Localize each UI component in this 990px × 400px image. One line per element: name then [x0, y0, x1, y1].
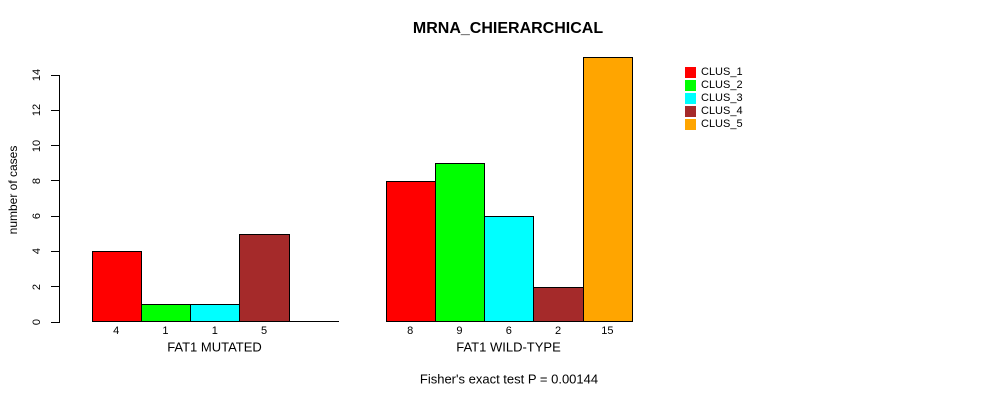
bar-clus_5-group1-zero — [289, 321, 339, 322]
y-tick — [51, 250, 59, 252]
bar-value-label: 1 — [211, 324, 218, 337]
bar-clus_1-group2 — [386, 180, 436, 322]
bar-value-label: 8 — [407, 324, 414, 337]
legend-item-clus_2: CLUS_2 — [685, 79, 743, 91]
legend-item-clus_4: CLUS_4 — [685, 105, 743, 117]
chart-title: MRNA_CHIERARCHICAL — [412, 20, 604, 37]
legend-item-clus_1: CLUS_1 — [685, 66, 743, 78]
y-axis-line — [59, 75, 60, 323]
bar-clus_4-group2 — [533, 286, 584, 322]
y-tick — [51, 321, 59, 323]
y-tick-label: 12 — [31, 104, 43, 117]
legend-item-clus_5: CLUS_5 — [685, 118, 743, 130]
bar-value-label: 5 — [260, 324, 268, 337]
legend-swatch-clus_4 — [685, 105, 696, 117]
bar-value-label: 4 — [113, 324, 120, 337]
fisher-test-annotation: Fisher's exact test P = 0.00144 — [419, 371, 599, 387]
legend-swatch-clus_2 — [685, 79, 696, 91]
y-tick — [51, 74, 59, 76]
y-tick-label: 8 — [31, 177, 43, 184]
y-tick — [51, 286, 59, 288]
y-tick-label: 6 — [31, 213, 43, 220]
bar-value-label: 6 — [505, 324, 512, 337]
legend-label: CLUS_2 — [701, 79, 743, 92]
y-tick-label: 0 — [31, 318, 43, 326]
y-tick-label: 4 — [31, 248, 43, 255]
y-tick — [51, 180, 59, 182]
legend-item-clus_3: CLUS_3 — [685, 92, 743, 104]
y-tick-label: 2 — [31, 283, 43, 290]
legend-label: CLUS_5 — [701, 118, 743, 131]
legend-label: CLUS_4 — [701, 105, 743, 118]
legend-label: CLUS_3 — [701, 92, 743, 105]
bar-clus_5-group2 — [583, 57, 633, 322]
legend-swatch-clus_5 — [685, 118, 696, 130]
bar-clus_1-group1 — [92, 251, 142, 322]
y-tick-label: 10 — [31, 139, 43, 152]
legend-swatch-clus_1 — [685, 66, 696, 78]
y-tick-label: 14 — [31, 68, 43, 82]
y-tick — [51, 215, 59, 217]
bar-value-label: 2 — [554, 324, 562, 337]
bar-value-label: 9 — [456, 324, 463, 337]
x-axis-label-fat1-wild-type: FAT1 WILD-TYPE — [456, 339, 561, 355]
legend-label: CLUS_1 — [701, 66, 743, 78]
legend-swatch-clus_3 — [685, 92, 696, 104]
bar-clus_3-group1 — [190, 304, 240, 322]
bar-clus_3-group2 — [484, 216, 534, 322]
x-axis-label-fat1-mutated: FAT1 MUTATED — [167, 339, 262, 355]
bar-clus_2-group1 — [141, 304, 191, 322]
bar-clus_2-group2 — [435, 163, 485, 322]
bar-value-label: 1 — [162, 324, 169, 337]
y-tick — [51, 145, 59, 147]
bar-clus_4-group1 — [239, 233, 290, 322]
bar-value-label: 15 — [601, 324, 614, 337]
y-tick — [51, 109, 59, 111]
